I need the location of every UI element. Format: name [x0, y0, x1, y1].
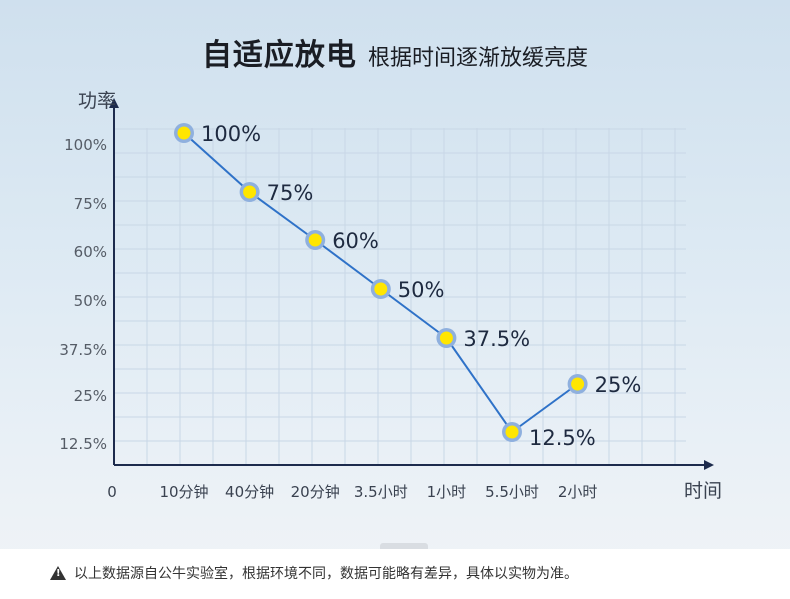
y-tick-label: 100% — [64, 136, 107, 154]
y-tick-label: 75% — [74, 195, 107, 213]
footer-note-text: 以上数据源自公牛实验室，根据环境不同，数据可能略有差异，具体以实物为准。 — [74, 566, 578, 582]
x-tick-label: 3.5小时 — [354, 483, 408, 501]
data-point — [374, 282, 388, 296]
data-label: 25% — [595, 373, 642, 397]
x-axis-ticks: 10分钟 40分钟 20分钟 3.5小时 1小时 5.5小时 2小时 — [159, 483, 597, 501]
data-point — [439, 331, 453, 345]
y-axis-label: 功率 — [78, 90, 116, 112]
y-tick-label: 25% — [74, 387, 107, 405]
data-labels: 100% 75% 60% 50% 37.5% 12.5% 25% — [201, 122, 641, 450]
origin-label: 0 — [107, 483, 117, 501]
data-points — [174, 123, 588, 442]
data-point — [243, 185, 257, 199]
chart-title: 自适应放电 — [201, 38, 357, 73]
y-tick-label: 37.5% — [59, 341, 107, 359]
chart-title-block: 自适应放电 根据时间逐渐放缓亮度 — [0, 30, 790, 74]
x-tick-label: 10分钟 — [159, 483, 208, 501]
chart-subtitle: 根据时间逐渐放缓亮度 — [368, 46, 589, 71]
y-axis-arrow — [109, 98, 119, 108]
x-axis-arrow — [704, 460, 714, 470]
data-label: 75% — [267, 181, 314, 205]
footer-handle — [380, 543, 428, 549]
data-point — [571, 377, 585, 391]
x-tick-label: 1小时 — [427, 483, 467, 501]
data-label: 50% — [398, 278, 445, 302]
y-axis-ticks: 100% 75% 60% 50% 37.5% 25% 12.5% — [59, 136, 107, 453]
data-label: 60% — [332, 229, 379, 253]
data-label: 12.5% — [529, 426, 596, 450]
data-point — [177, 126, 191, 140]
footer-bar: 以上数据源自公牛实验室，根据环境不同，数据可能略有差异，具体以实物为准。 — [0, 543, 790, 599]
data-point — [505, 425, 519, 439]
footer-note: 以上数据源自公牛实验室，根据环境不同，数据可能略有差异，具体以实物为准。 — [50, 563, 578, 583]
x-tick-label: 2小时 — [558, 483, 598, 501]
warning-icon — [50, 566, 66, 580]
x-axis-label: 时间 — [684, 480, 722, 502]
x-tick-label: 5.5小时 — [485, 483, 539, 501]
x-tick-label: 20分钟 — [291, 483, 340, 501]
data-point — [308, 233, 322, 247]
x-tick-label: 40分钟 — [225, 483, 274, 501]
y-tick-label: 12.5% — [59, 435, 107, 453]
data-label: 100% — [201, 122, 261, 146]
y-tick-label: 50% — [74, 292, 107, 310]
y-tick-label: 60% — [74, 243, 107, 261]
data-label: 37.5% — [463, 327, 530, 351]
